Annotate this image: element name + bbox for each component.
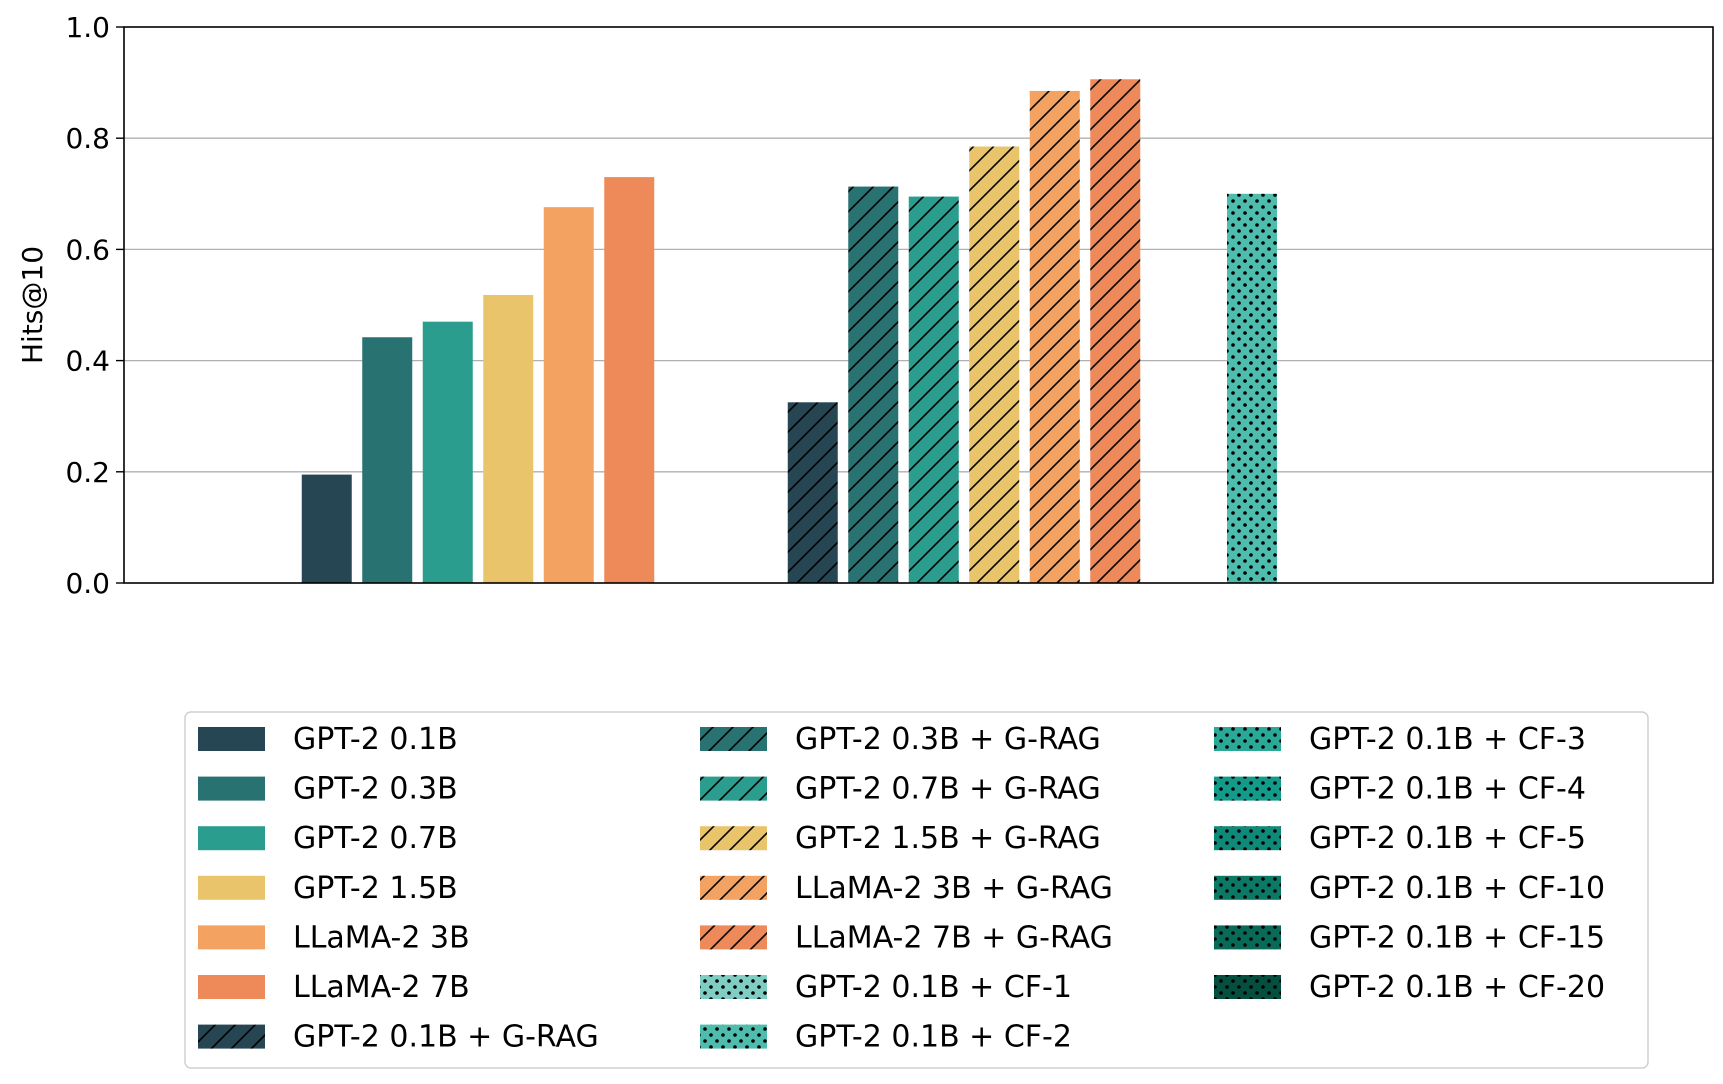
- legend-swatch: [700, 727, 767, 751]
- legend-swatch: [700, 1024, 767, 1049]
- legend-label: LLaMA-2 3B + G-RAG: [795, 871, 1113, 906]
- legend-item-gpt-2-0-1b: GPT-2 0.1B: [198, 722, 458, 757]
- legend-item-gpt-2-0-1b-cf-4: GPT-2 0.1B + CF-4: [1214, 772, 1586, 807]
- legend-swatch: [1214, 925, 1281, 950]
- legend-label: GPT-2 0.1B + CF-20: [1309, 970, 1605, 1005]
- legend-label: GPT-2 0.7B + G-RAG: [795, 772, 1101, 807]
- legend-item-gpt-2-0-1b-g-rag: GPT-2 0.1B + G-RAG: [198, 1020, 599, 1055]
- bar-gpt-2-0-1b-cf-2: [1227, 193, 1277, 584]
- legend-swatch: [700, 975, 767, 999]
- legend-swatch: [198, 1024, 265, 1049]
- legend-label: GPT-2 0.1B + CF-4: [1309, 772, 1586, 807]
- legend-item-gpt-2-0-1b-cf-3: GPT-2 0.1B + CF-3: [1214, 722, 1586, 757]
- legend-swatch: [1214, 975, 1281, 999]
- y-tick-label: 0.6: [65, 233, 110, 266]
- legend-label: GPT-2 0.3B + G-RAG: [795, 722, 1101, 757]
- legend-label: GPT-2 0.1B + CF-1: [795, 970, 1072, 1005]
- y-tick-label: 0.4: [65, 345, 110, 378]
- bars: [301, 79, 1277, 584]
- bar-gpt-2-0-3b: [362, 337, 413, 583]
- legend-item-llama-2-7b-g-rag: LLaMA-2 7B + G-RAG: [700, 920, 1113, 955]
- legend-item-gpt-2-0-7b-g-rag: GPT-2 0.7B + G-RAG: [700, 772, 1101, 807]
- bar-gpt-2-0-7b-g-rag: [908, 196, 959, 583]
- legend-item-gpt-2-1-5b-g-rag: GPT-2 1.5B + G-RAG: [700, 821, 1101, 856]
- legend-label: GPT-2 1.5B: [293, 871, 458, 906]
- legend-label: GPT-2 0.1B + CF-15: [1309, 920, 1605, 955]
- legend-label: GPT-2 1.5B + G-RAG: [795, 821, 1101, 856]
- legend-label: LLaMA-2 7B: [293, 970, 470, 1005]
- legend-swatch: [700, 925, 767, 950]
- legend-swatch: [700, 776, 767, 801]
- y-tick-label: 0.2: [65, 456, 110, 489]
- legend-item-gpt-2-0-1b-cf-1: GPT-2 0.1B + CF-1: [700, 970, 1072, 1005]
- legend-label: LLaMA-2 7B + G-RAG: [795, 920, 1113, 955]
- legend-item-gpt-2-0-3b-g-rag: GPT-2 0.3B + G-RAG: [700, 722, 1101, 757]
- legend-swatch: [1214, 727, 1281, 751]
- legend-label: GPT-2 0.1B + CF-3: [1309, 722, 1586, 757]
- legend-label: GPT-2 0.1B + G-RAG: [293, 1020, 599, 1055]
- bar-gpt-2-0-1b-g-rag: [787, 402, 838, 583]
- legend-item-gpt-2-0-7b: GPT-2 0.7B: [198, 821, 458, 856]
- legend-label: LLaMA-2 3B: [293, 920, 470, 955]
- y-tick-label: 1.0: [65, 11, 110, 44]
- legend-swatch: [198, 776, 265, 801]
- legend-label: GPT-2 0.1B + CF-2: [795, 1020, 1072, 1055]
- y-tick-label: 0.8: [65, 122, 110, 155]
- legend-item-gpt-2-0-1b-cf-2: GPT-2 0.1B + CF-2: [700, 1020, 1072, 1055]
- bar-llama-2-7b-g-rag: [1090, 79, 1141, 583]
- legend-item-llama-2-3b-g-rag: LLaMA-2 3B + G-RAG: [700, 871, 1113, 906]
- legend-label: GPT-2 0.1B + CF-10: [1309, 871, 1605, 906]
- legend-frame: [184, 711, 1649, 1069]
- bar-gpt-2-0-7b: [422, 321, 473, 583]
- legend-swatch: [198, 875, 265, 900]
- bar-llama-2-3b: [543, 207, 594, 584]
- legend-swatch: [198, 925, 265, 950]
- plot-frame: [123, 26, 1714, 584]
- y-axis-label: Hits@10: [16, 246, 49, 364]
- legend-item-gpt-2-0-3b: GPT-2 0.3B: [198, 772, 458, 807]
- legend-item-llama-2-3b: LLaMA-2 3B: [198, 920, 470, 955]
- legend-item-gpt-2-0-1b-cf-10: GPT-2 0.1B + CF-10: [1214, 871, 1605, 906]
- legend-item-gpt-2-0-1b-cf-20: GPT-2 0.1B + CF-20: [1214, 970, 1605, 1005]
- bar-llama-2-7b: [604, 177, 655, 583]
- legend-label: GPT-2 0.1B: [293, 722, 458, 757]
- legend: GPT-2 0.1B GPT-2 0.3B GPT-2 0.7B GPT-2 1.5B…: [184, 711, 1649, 1069]
- legend-swatch: [1214, 776, 1281, 801]
- legend-item-gpt-2-0-1b-cf-15: GPT-2 0.1B + CF-15: [1214, 920, 1605, 955]
- legend-swatch: [198, 975, 265, 999]
- legend-label: GPT-2 0.7B: [293, 821, 458, 856]
- legend-swatch: [198, 727, 265, 751]
- bar-llama-2-3b-g-rag: [1029, 90, 1080, 583]
- bar-gpt-2-1-5b: [483, 294, 534, 583]
- legend-item-llama-2-7b: LLaMA-2 7B: [198, 970, 470, 1005]
- legend-label: GPT-2 0.3B: [293, 772, 458, 807]
- legend-item-gpt-2-0-1b-cf-5: GPT-2 0.1B + CF-5: [1214, 821, 1586, 856]
- legend-swatch: [700, 826, 767, 851]
- y-axis: 0.0 0.2 0.4 0.6 0.8 1.0: [65, 11, 124, 600]
- bar-gpt-2-0-3b-g-rag: [848, 186, 899, 583]
- legend-swatch: [1214, 826, 1281, 851]
- bar-gpt-2-1-5b-g-rag: [969, 146, 1020, 584]
- y-tick-label: 0.0: [65, 567, 110, 600]
- legend-swatch: [1214, 875, 1281, 900]
- legend-item-gpt-2-1-5b: GPT-2 1.5B: [198, 871, 458, 906]
- legend-label: GPT-2 0.1B + CF-5: [1309, 821, 1586, 856]
- bar-gpt-2-0-1b: [301, 474, 352, 583]
- legend-swatch: [198, 826, 265, 851]
- legend-swatch: [700, 875, 767, 900]
